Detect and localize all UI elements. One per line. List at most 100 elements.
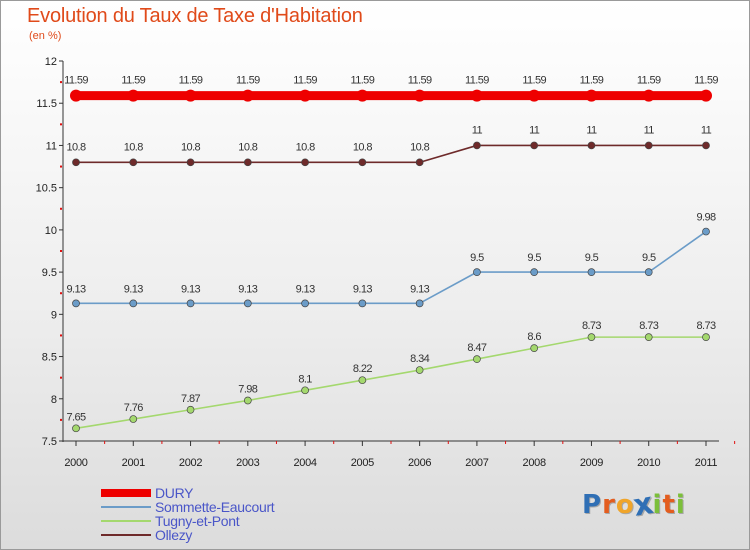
y-minor-tick xyxy=(60,81,62,84)
data-point[interactable] xyxy=(530,141,539,150)
data-label: 11.59 xyxy=(637,75,661,87)
y-tick-label: 9.5 xyxy=(42,267,57,279)
y-tick-label: 8.5 xyxy=(42,352,57,364)
data-point[interactable] xyxy=(186,405,195,414)
data-point[interactable] xyxy=(530,344,539,352)
data-point[interactable] xyxy=(72,299,80,308)
data-label: 8.6 xyxy=(527,331,541,343)
data-label: 11 xyxy=(472,124,483,136)
data-point[interactable] xyxy=(358,376,367,385)
data-point[interactable] xyxy=(358,299,367,308)
data-label: 11.59 xyxy=(465,75,489,87)
data-point[interactable] xyxy=(702,141,710,150)
data-point[interactable] xyxy=(702,227,710,236)
data-point[interactable] xyxy=(473,268,481,276)
data-label: 11.59 xyxy=(408,75,432,87)
data-point[interactable] xyxy=(184,89,197,102)
legend-label: Tugny-et-Pont xyxy=(155,513,240,529)
data-label: 9.5 xyxy=(527,252,541,264)
data-label: 11 xyxy=(701,124,712,136)
data-label: 8.34 xyxy=(410,353,429,365)
data-label: 9.13 xyxy=(66,283,85,295)
data-point[interactable] xyxy=(127,89,140,102)
data-point[interactable] xyxy=(356,89,369,102)
data-label: 10.8 xyxy=(66,141,85,153)
y-minor-tick xyxy=(60,376,62,379)
chart-title: Evolution du Taux de Taxe d'Habitation xyxy=(27,5,363,27)
data-point[interactable] xyxy=(301,386,309,395)
data-point[interactable] xyxy=(644,141,653,150)
data-label: 9.98 xyxy=(696,212,715,224)
data-point[interactable] xyxy=(186,158,195,167)
legend-label: Ollezy xyxy=(155,527,193,543)
data-point[interactable] xyxy=(243,396,252,405)
data-label: 11.59 xyxy=(121,75,145,87)
data-point[interactable] xyxy=(642,89,655,102)
data-point[interactable] xyxy=(644,268,653,276)
x-tick-label: 2005 xyxy=(351,457,374,469)
data-point[interactable] xyxy=(186,299,195,308)
legend-swatch xyxy=(101,506,151,508)
data-point[interactable] xyxy=(473,141,481,150)
data-point[interactable] xyxy=(415,366,424,374)
data-label: 9.13 xyxy=(238,283,257,295)
y-tick-label: 11 xyxy=(46,140,57,152)
data-point[interactable] xyxy=(415,299,424,308)
data-point[interactable] xyxy=(129,415,138,423)
x-tick-label: 2009 xyxy=(580,457,603,469)
x-tick-label: 2011 xyxy=(695,457,718,469)
data-point[interactable] xyxy=(585,89,598,102)
x-tick-label: 2002 xyxy=(179,457,202,469)
data-point[interactable] xyxy=(299,89,312,102)
data-point[interactable] xyxy=(587,141,596,150)
chart-subtitle: (en %) xyxy=(29,30,62,42)
data-point[interactable] xyxy=(700,89,712,102)
y-minor-tick xyxy=(60,418,62,421)
y-minor-tick xyxy=(60,165,62,168)
data-point[interactable] xyxy=(530,268,539,276)
data-point[interactable] xyxy=(473,355,481,363)
data-point[interactable] xyxy=(358,158,367,167)
y-tick-label: 11.5 xyxy=(36,98,57,110)
logo-letter: i xyxy=(652,490,663,520)
proxiti-logo[interactable]: Proxiti xyxy=(582,486,686,524)
data-point[interactable] xyxy=(129,299,138,308)
data-point[interactable] xyxy=(72,158,80,167)
data-point[interactable] xyxy=(587,268,596,276)
data-point[interactable] xyxy=(301,299,309,308)
data-point[interactable] xyxy=(72,424,80,433)
data-label: 7.87 xyxy=(181,393,200,405)
data-point[interactable] xyxy=(587,333,596,341)
logo-letter: i xyxy=(675,490,686,520)
data-point[interactable] xyxy=(702,333,710,341)
data-label: 9.5 xyxy=(642,252,656,264)
data-point[interactable] xyxy=(528,89,541,102)
legend-item: Ollezy xyxy=(101,527,401,543)
data-label: 11.59 xyxy=(179,75,203,87)
data-label: 8.73 xyxy=(582,320,601,332)
data-point[interactable] xyxy=(243,299,252,308)
data-label: 9.13 xyxy=(410,283,429,295)
data-label: 7.65 xyxy=(66,411,85,423)
data-point[interactable] xyxy=(243,158,252,167)
data-point[interactable] xyxy=(70,89,82,102)
data-point[interactable] xyxy=(470,89,483,102)
logo-letter: o xyxy=(615,490,635,520)
y-minor-tick xyxy=(60,334,62,337)
data-label: 8.47 xyxy=(467,342,486,354)
data-label: 11.59 xyxy=(580,75,604,87)
y-tick-label: 10 xyxy=(45,225,57,237)
data-point[interactable] xyxy=(644,333,653,341)
data-point[interactable] xyxy=(129,158,138,167)
legend-swatch xyxy=(101,489,151,497)
data-label: 10.8 xyxy=(238,141,257,153)
data-label: 11 xyxy=(586,124,597,136)
data-label: 11.59 xyxy=(694,75,718,87)
data-point[interactable] xyxy=(415,158,424,167)
data-point[interactable] xyxy=(301,158,309,167)
data-point[interactable] xyxy=(241,89,254,102)
y-tick-label: 7.5 xyxy=(42,436,57,448)
data-point[interactable] xyxy=(413,89,426,102)
